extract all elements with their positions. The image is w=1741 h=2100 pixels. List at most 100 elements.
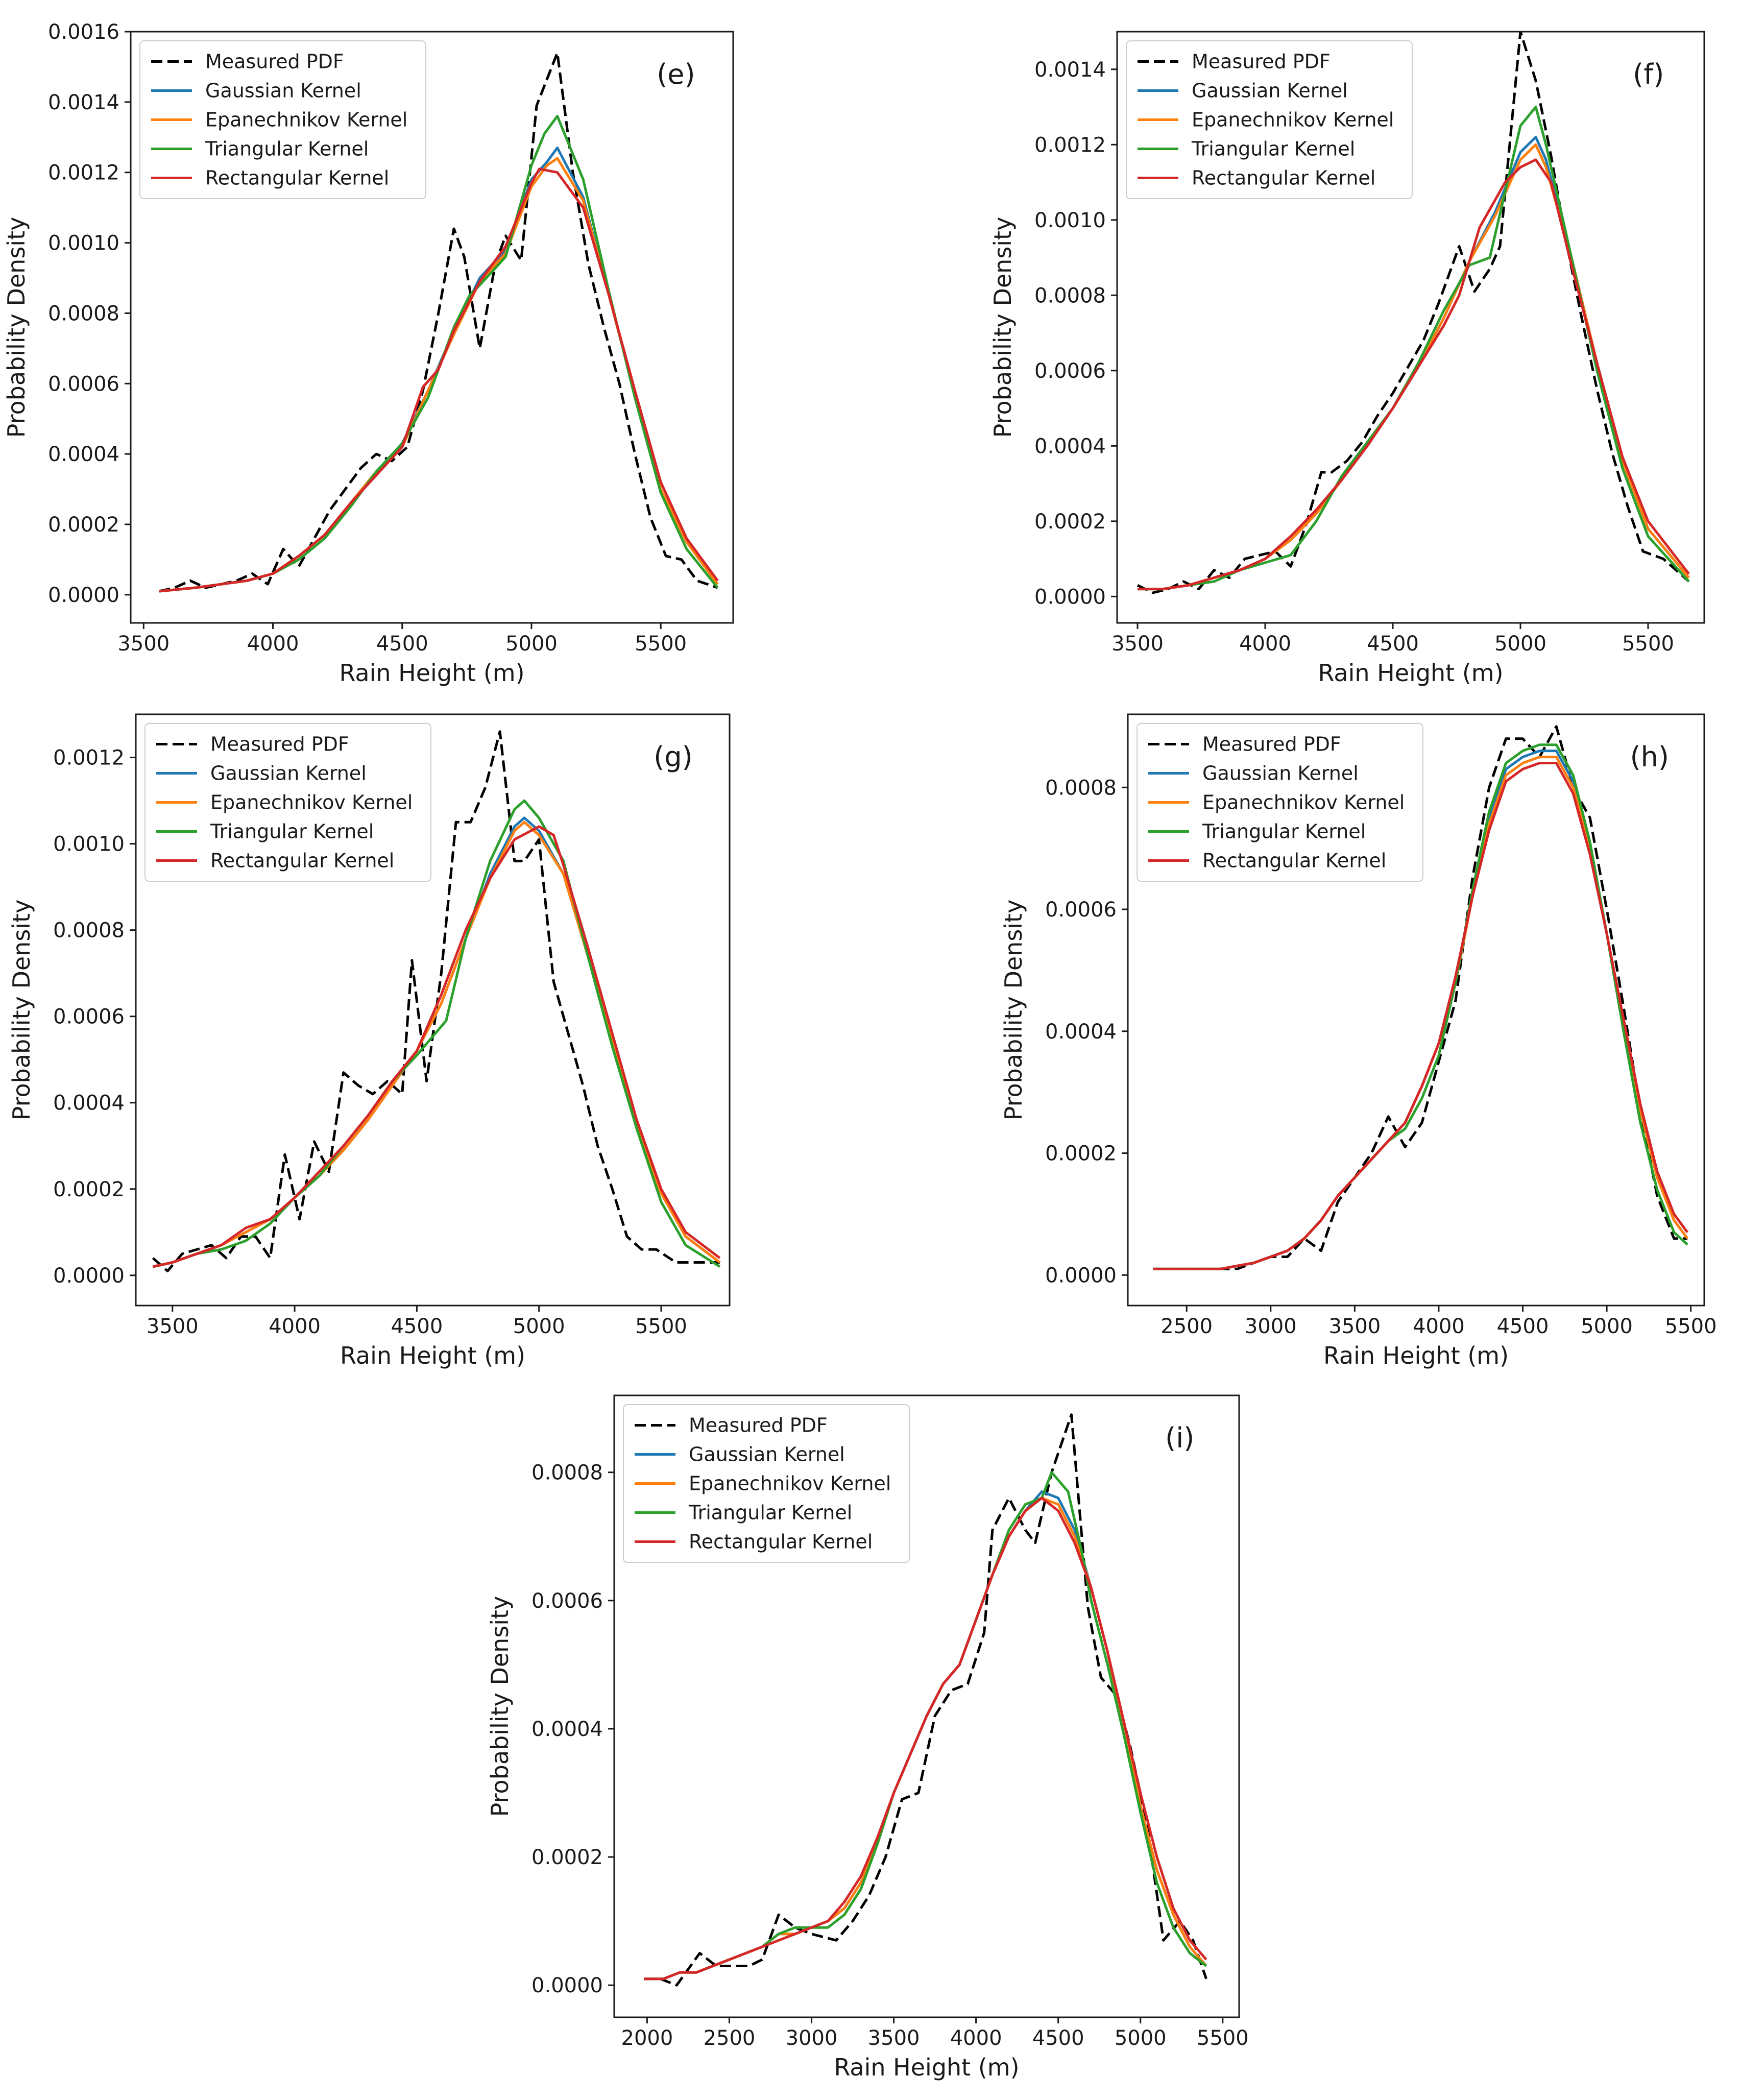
x-tick-label: 4000	[1413, 1315, 1465, 1338]
series-line-measured-pdf	[1153, 725, 1688, 1270]
x-axis-title: Rain Height (m)	[340, 1342, 525, 1369]
x-tick-label: 4500	[391, 1315, 443, 1338]
legend-label: Rectangular Kernel	[210, 850, 394, 872]
x-tick-label: 5500	[635, 632, 687, 656]
chart-panel-3: 3500 4000 4500 5000 5500 0.0000 0.0002 0.0004 0.…	[8, 713, 731, 1369]
x-tick-label: 4500	[376, 632, 428, 656]
x-tick-label: 3500	[1111, 632, 1164, 656]
x-tick-label: 4000	[1239, 632, 1291, 656]
panel-label: (e)	[657, 58, 695, 90]
legend-box	[623, 1404, 910, 1563]
y-tick-label: 0.0012	[53, 746, 125, 770]
x-tick-label: 5500	[635, 1315, 687, 1338]
y-tick-label: 0.0006	[53, 1005, 125, 1029]
series-line-rectangular-kernel	[1138, 158, 1690, 591]
y-axis-title: Probability Density	[3, 217, 30, 438]
series-line-rectangular-kernel	[159, 167, 719, 593]
legend-label: Epanechnikov Kernel	[205, 109, 407, 131]
x-tick-label: 3000	[1245, 1315, 1297, 1338]
x-tick-label: 3000	[786, 2026, 838, 2050]
y-tick-label: 0.0014	[48, 91, 119, 114]
legend-label: Measured PDF	[689, 1414, 828, 1437]
x-tick-label: 5000	[513, 1315, 565, 1338]
legend-label: Measured PDF	[210, 733, 349, 756]
legend-label: Epanechnikov Kernel	[689, 1473, 891, 1495]
y-tick-label: 0.0014	[1034, 58, 1106, 82]
legend-label: Measured PDF	[1202, 733, 1341, 756]
y-tick-label: 0.0008	[48, 302, 119, 325]
x-tick-label: 5000	[505, 632, 558, 656]
legend-box	[139, 40, 426, 199]
series-line-triangular-kernel	[152, 799, 721, 1268]
y-tick-label: 0.0004	[531, 1718, 603, 1741]
x-tick-label: 4000	[269, 1315, 321, 1338]
legend-label: Epanechnikov Kernel	[1192, 109, 1394, 131]
panel-label: (g)	[654, 741, 692, 773]
legend-label: Gaussian Kernel	[210, 762, 367, 785]
y-tick-label: 0.0002	[53, 1178, 125, 1201]
panel-label: (i)	[1165, 1422, 1194, 1454]
x-tick-label: 2500	[1160, 1315, 1213, 1338]
y-tick-label: 0.0006	[48, 372, 119, 396]
legend-label: Rectangular Kernel	[205, 167, 389, 189]
legend-label: Rectangular Kernel	[1192, 167, 1375, 189]
x-tick-label: 2000	[621, 2026, 673, 2050]
x-tick-label: 4000	[247, 632, 299, 656]
series-line-measured-pdf	[152, 730, 720, 1272]
legend-label: Epanechnikov Kernel	[210, 791, 413, 814]
y-tick-label: 0.0008	[1045, 776, 1117, 800]
y-tick-label: 0.0008	[1034, 284, 1106, 307]
y-tick-label: 0.0000	[53, 1264, 125, 1288]
series-line-rectangular-kernel	[644, 1496, 1207, 1981]
legend-label: Rectangular Kernel	[689, 1531, 873, 1553]
x-tick-label: 3500	[147, 1315, 199, 1338]
series-line-measured-pdf	[159, 51, 718, 593]
legend-box	[1137, 723, 1423, 882]
y-tick-label: 0.0000	[1045, 1264, 1117, 1287]
chart-panel-4: 2500 3000 3500 4000 4500 5000 5500 0.0000 0.0002…	[1000, 713, 1717, 1369]
panel-label: (h)	[1630, 741, 1669, 773]
y-tick-label: 0.0004	[1034, 435, 1106, 458]
x-tick-label: 5000	[1115, 2026, 1167, 2050]
y-tick-label: 0.0004	[1045, 1020, 1117, 1044]
y-tick-label: 0.0000	[531, 1974, 603, 1997]
plot-frame	[1127, 713, 1705, 1307]
legend-label: Triangular Kernel	[210, 820, 374, 843]
y-axis-title: Probability Density	[989, 217, 1017, 438]
y-tick-label: 0.0002	[1034, 510, 1106, 534]
legend-label: Triangular Kernel	[205, 138, 369, 160]
y-tick-label: 0.0000	[48, 584, 119, 607]
y-tick-label: 0.0008	[531, 1461, 603, 1485]
y-tick-label: 0.0000	[1034, 585, 1106, 609]
x-tick-label: 5500	[1197, 2026, 1249, 2050]
x-axis-title: Rain Height (m)	[339, 659, 524, 687]
series-line-rectangular-kernel	[152, 825, 721, 1268]
legend-label: Measured PDF	[205, 51, 344, 73]
y-tick-label: 0.0012	[48, 161, 119, 185]
y-tick-label: 0.0006	[531, 1589, 603, 1613]
y-axis-title: Probability Density	[486, 1596, 514, 1817]
x-tick-label: 4000	[950, 2026, 1002, 2050]
y-axis-title: Probability Density	[8, 900, 35, 1121]
legend-label: Triangular Kernel	[1191, 138, 1355, 160]
y-tick-label: 0.0010	[48, 232, 119, 255]
x-tick-label: 5000	[1494, 632, 1546, 656]
y-tick-label: 0.0002	[48, 513, 119, 537]
y-tick-label: 0.0010	[53, 833, 125, 856]
x-tick-label: 3500	[868, 2026, 920, 2050]
legend-label: Gaussian Kernel	[1192, 80, 1348, 102]
chart-panel-2: 3500 4000 4500 5000 5500 0.0000 0.0002 0.0004 0.…	[989, 31, 1705, 687]
x-tick-label: 5500	[1622, 632, 1674, 656]
x-tick-label: 4500	[1032, 2026, 1084, 2050]
y-tick-label: 0.0016	[48, 20, 119, 44]
plot-frame	[1116, 31, 1705, 624]
y-tick-label: 0.0006	[1045, 898, 1117, 922]
x-tick-label: 4500	[1497, 1315, 1549, 1338]
x-tick-label: 3500	[1328, 1315, 1381, 1338]
series-line-rectangular-kernel	[1153, 762, 1689, 1270]
y-tick-label: 0.0002	[1045, 1142, 1117, 1166]
legend-box	[144, 723, 431, 882]
y-axis-title: Probability Density	[1000, 900, 1027, 1121]
